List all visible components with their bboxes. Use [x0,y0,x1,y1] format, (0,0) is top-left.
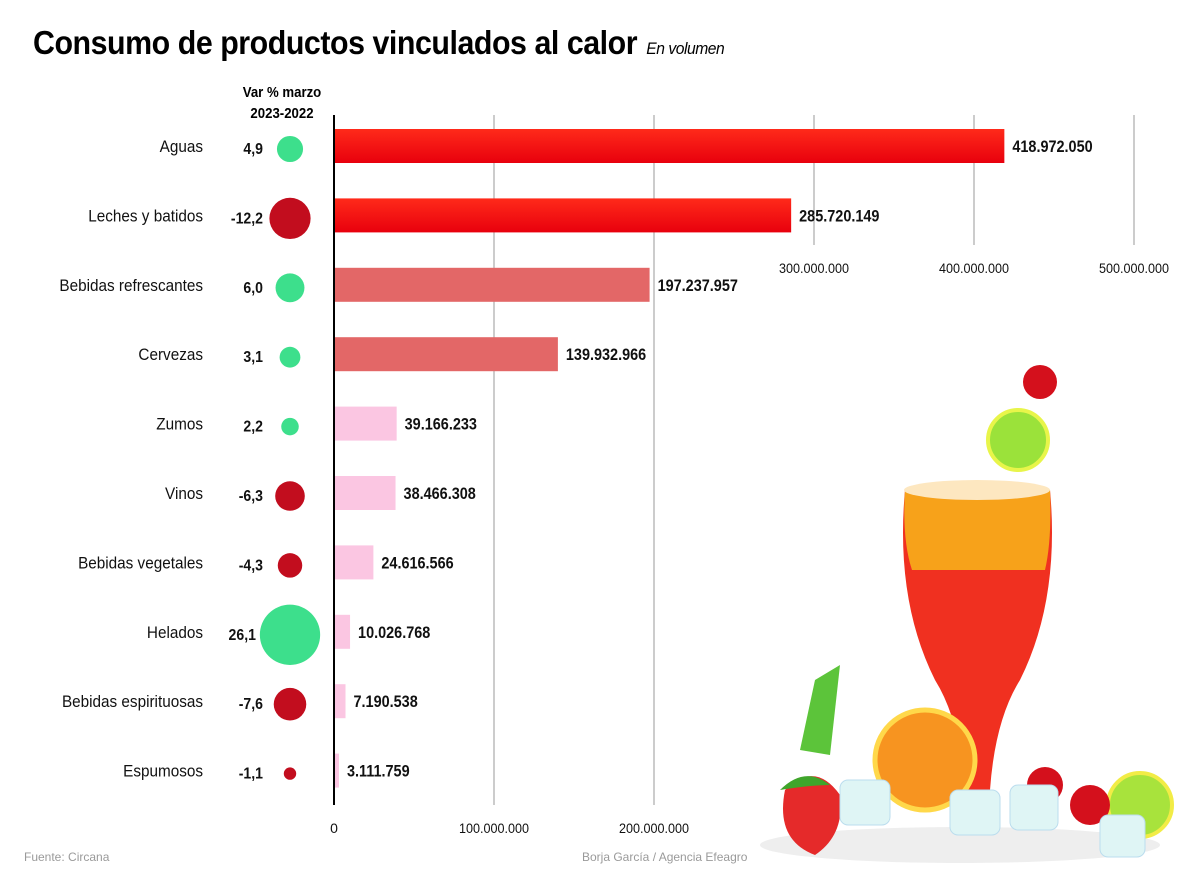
var-bubble [277,553,303,578]
bar-value-label: 139.932.966 [566,346,647,364]
var-label: -12,2 [231,210,263,228]
bar [334,545,374,580]
var-bubble [269,197,311,240]
var-label: -4,3 [239,557,263,575]
bar [334,684,346,719]
chart-subtitle: En volumen [646,39,725,58]
var-label: 3,1 [243,348,263,366]
var-bubble [275,273,305,303]
var-label: -7,6 [239,695,263,713]
x-tick-label: 400.000.000 [939,260,1009,276]
category-label: Zumos [156,415,203,434]
var-label: 6,0 [243,279,263,297]
bar-value-label: 38.466.308 [404,485,476,503]
var-bubble [281,417,299,436]
bar-value-label: 3.111.759 [347,763,410,781]
category-label: Espumosos [123,762,203,781]
var-label: 26,1 [229,626,256,644]
bar-value-label: 10.026.768 [358,624,430,642]
bar [334,129,1005,163]
cocktail-illustration [760,365,1174,863]
var-header: Var % marzo 2023-2022 [242,84,322,122]
source-note: Fuente: Circana [24,850,110,864]
var-bubble [279,346,301,368]
bar [334,476,396,510]
var-label: 2,2 [243,418,263,436]
bar-value-label: 7.190.538 [354,693,418,711]
x-tick-label: 100.000.000 [459,820,529,836]
category-label: Bebidas vegetales [78,554,203,573]
var-label: -6,3 [239,487,263,505]
var-bubble [259,604,321,665]
x-tick-label: 200.000.000 [619,820,689,836]
category-label: Cervezas [138,345,203,364]
chart-title: Consumo de productos vinculados al calor… [33,24,725,61]
bar [334,267,650,302]
category-label: Helados [147,623,203,642]
x-tick-label: 500.000.000 [1099,260,1169,276]
credit-note: Borja García / Agencia Efeagro [582,850,748,864]
category-label: Aguas [160,137,203,156]
category-label: Bebidas espirituosas [62,692,203,711]
bar-value-label: 418.972.050 [1012,138,1093,156]
var-bubble [273,687,307,721]
var-bubble [275,481,305,511]
category-label: Bebidas refrescantes [59,276,203,295]
var-bubble [276,135,304,163]
bar-value-label: 197.237.957 [658,277,739,295]
bar [334,406,397,441]
bar-value-label: 24.616.566 [381,554,453,572]
x-tick-label: 300.000.000 [779,260,849,276]
bar [334,614,351,649]
bar [334,198,792,233]
bar [334,337,558,372]
bar-value-label: 285.720.149 [799,207,880,225]
x-tick-label: 0 [330,820,338,836]
bar-value-label: 39.166.233 [405,416,477,434]
category-label: Vinos [165,484,203,503]
category-label: Leches y batidos [88,207,203,226]
var-label: -1,1 [239,765,263,783]
var-bubble [283,767,297,780]
var-label: 4,9 [243,140,263,158]
bar [334,753,339,788]
